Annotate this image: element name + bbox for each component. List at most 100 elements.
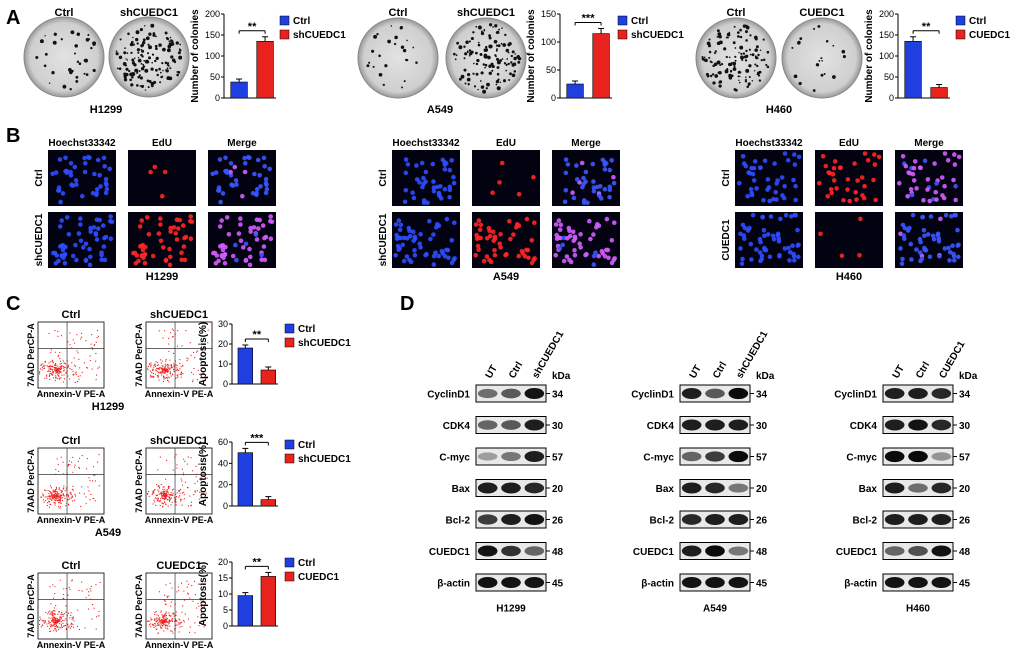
nucleus	[602, 167, 608, 172]
event-dot	[198, 625, 200, 627]
nucleus	[58, 244, 63, 249]
event-dot	[158, 364, 160, 366]
colony-dot	[841, 49, 846, 54]
event-dot	[181, 625, 183, 627]
protein-band	[477, 388, 498, 399]
nucleus	[216, 188, 222, 193]
event-dot	[198, 498, 200, 500]
event-dot	[53, 367, 55, 369]
event-dot	[164, 496, 166, 498]
event-dot	[172, 612, 174, 614]
nucleus	[78, 222, 83, 227]
event-dot	[191, 381, 193, 383]
colony-dot	[400, 45, 405, 49]
colony-dot	[387, 39, 391, 44]
legend-label-treated: shCUEDC1	[298, 338, 351, 349]
event-dot	[176, 467, 178, 469]
nucleus	[102, 257, 108, 263]
event-dot	[163, 486, 165, 488]
event-dot	[77, 609, 79, 611]
protein-label: Bcl-2	[853, 516, 878, 527]
event-dot	[52, 613, 54, 615]
nucleus	[607, 194, 612, 200]
event-dot	[53, 617, 55, 619]
event-dot	[168, 485, 170, 487]
colony-dot	[76, 60, 80, 64]
event-dot	[156, 614, 158, 616]
nucleus	[91, 225, 97, 230]
event-dot	[162, 495, 164, 497]
nucleus	[951, 177, 956, 183]
event-dot	[42, 495, 44, 497]
protein-label: C-myc	[439, 453, 470, 464]
event-dot	[163, 615, 165, 617]
event-dot	[169, 486, 171, 488]
event-dot	[187, 358, 189, 360]
event-dot	[172, 613, 174, 615]
event-dot	[68, 625, 70, 627]
event-dot	[96, 616, 98, 618]
nucleus	[845, 177, 851, 182]
event-dot	[77, 460, 79, 462]
colony-dot	[76, 32, 81, 37]
event-dot	[193, 351, 195, 353]
nucleus	[571, 195, 577, 201]
nucleus	[862, 183, 867, 189]
nucleus	[56, 188, 62, 193]
nucleus	[171, 225, 177, 230]
colony-dot	[60, 38, 63, 41]
colony-dot	[135, 30, 140, 35]
event-dot	[50, 617, 52, 619]
colony-dot	[732, 61, 737, 66]
protein-label: Bax	[656, 484, 675, 495]
event-dot	[81, 332, 83, 334]
event-dot	[176, 492, 178, 494]
event-dot	[48, 367, 50, 369]
event-dot	[194, 482, 196, 484]
nucleus	[907, 171, 913, 176]
event-dot	[156, 367, 158, 369]
event-dot	[60, 456, 62, 458]
event-dot	[158, 485, 160, 487]
significance-marker: ***	[582, 12, 596, 24]
event-dot	[50, 613, 52, 615]
event-dot	[181, 492, 183, 494]
colony-dot	[452, 52, 456, 56]
nucleus	[936, 239, 942, 244]
nucleus	[751, 165, 757, 171]
event-dot	[51, 373, 53, 375]
event-dot	[154, 614, 156, 616]
nucleus	[931, 237, 937, 242]
event-dot	[170, 494, 172, 496]
event-dot	[152, 373, 154, 375]
event-dot	[187, 456, 189, 458]
event-dot	[48, 501, 50, 503]
nucleus	[104, 186, 110, 192]
event-dot	[55, 605, 57, 607]
event-dot	[161, 491, 163, 493]
event-dot	[56, 491, 58, 493]
nucleus	[253, 232, 259, 237]
event-dot	[52, 616, 54, 618]
nucleus	[772, 161, 777, 166]
event-dot	[207, 329, 209, 331]
nucleus	[80, 193, 85, 199]
event-dot	[55, 630, 57, 632]
event-dot	[81, 455, 83, 457]
event-dot	[198, 605, 200, 607]
nucleus	[403, 188, 409, 193]
event-dot	[200, 492, 202, 494]
colony-dot	[466, 77, 471, 82]
protein-band	[705, 482, 725, 494]
event-dot	[165, 495, 167, 497]
colony-dot	[92, 41, 97, 46]
protein-band	[501, 576, 521, 589]
nucleus	[400, 242, 406, 248]
event-dot	[152, 369, 154, 371]
protein-band	[477, 545, 498, 557]
event-dot	[153, 492, 155, 494]
event-dot	[151, 372, 153, 374]
event-dot	[42, 493, 44, 495]
y-tick-label: 50	[884, 72, 894, 82]
